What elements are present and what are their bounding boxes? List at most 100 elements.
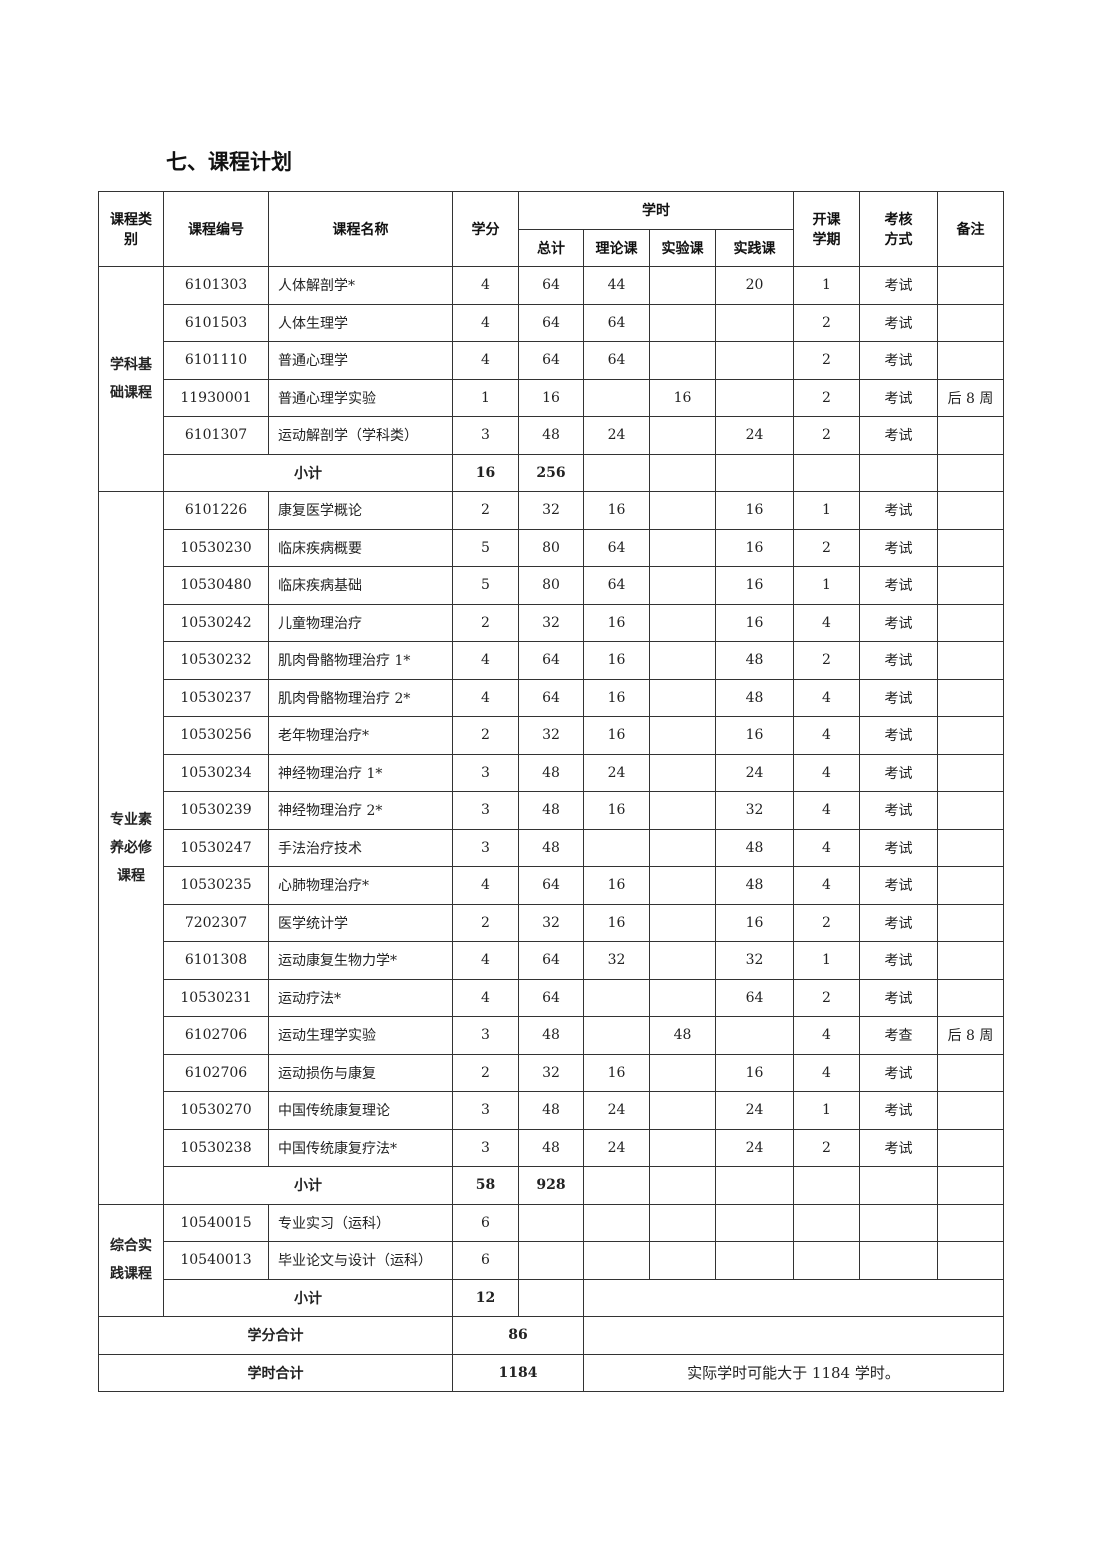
subtotal-label: 小计 [163, 1278, 453, 1317]
cell-assessment: 考试 [859, 303, 938, 342]
cell-theory: 32 [583, 941, 650, 980]
table-row: 学科基础课程 6101303 人体解剖学* 4 64 44 20 1 考试 [98, 266, 1004, 492]
hours-total-label: 学时合计 [98, 1353, 453, 1392]
cell-name: 运动生理学实验 [268, 1016, 453, 1055]
cell-remarks [937, 1241, 1004, 1280]
cell-total: 64 [518, 266, 584, 305]
cell-practice: 16 [715, 528, 794, 567]
cell-remarks [937, 716, 1004, 755]
cell-name: 中国传统康复理论 [268, 1091, 453, 1130]
cell-lab [649, 416, 716, 455]
header-subrow: 总计 理论课 实验课 实践课 [99, 228, 1004, 267]
cell-code: 10530480 [163, 566, 269, 605]
cell-code: 10530237 [163, 678, 269, 717]
header-category: 课程类别 [98, 191, 164, 267]
cell-assessment: 考试 [859, 566, 938, 605]
cell-remarks [937, 1091, 1004, 1130]
subtotal-row: 小计 58 928 [99, 1166, 1004, 1205]
cell-lab [649, 1241, 716, 1280]
cell-semester: 2 [793, 416, 860, 455]
cell-lab [649, 828, 716, 867]
cell-theory: 44 [583, 266, 650, 305]
cell-name: 普通心理学 [268, 341, 453, 380]
cell-remarks [937, 491, 1004, 530]
hours-total-value: 1184 [452, 1353, 584, 1392]
cell-lab [649, 566, 716, 605]
header-theory: 理论课 [583, 228, 650, 267]
cell-total: 32 [518, 491, 584, 530]
cell-name: 老年物理治疗* [268, 716, 453, 755]
category-label: 专业素养必修课程 [110, 811, 152, 884]
cell-code: 11930001 [163, 378, 269, 417]
credits-total-value: 86 [452, 1316, 584, 1355]
cell-assessment [859, 1241, 938, 1280]
subtotal-row: 小计 16 256 [99, 453, 1004, 492]
credits-total-row: 学分合计 86 [98, 1316, 1004, 1355]
cell-name: 心肺物理治疗* [268, 866, 453, 905]
cell-total: 48 [518, 753, 584, 792]
cell-credits: 4 [452, 678, 519, 717]
cell-total: 64 [518, 866, 584, 905]
cell-name: 中国传统康复疗法* [268, 1128, 453, 1167]
cell-lab: 16 [649, 378, 716, 417]
cell-credits: 2 [452, 716, 519, 755]
cell-semester: 4 [793, 678, 860, 717]
cell-code: 10530242 [163, 603, 269, 642]
cell-code: 6101303 [163, 266, 269, 305]
cell-lab [649, 603, 716, 642]
cell-assessment: 考试 [859, 678, 938, 717]
cell-credits: 3 [452, 753, 519, 792]
cell-lab [649, 341, 716, 380]
cell-code: 6102706 [163, 1016, 269, 1055]
cell-name: 运动康复生物力学* [268, 941, 453, 980]
cell-lab [649, 528, 716, 567]
cell-credits: 4 [452, 866, 519, 905]
header-semester: 开课学期 [793, 191, 860, 267]
subtotal-credits: 12 [452, 1278, 519, 1317]
cell-total: 32 [518, 903, 584, 942]
cell-total: 48 [518, 1128, 584, 1167]
cell-practice [715, 341, 794, 380]
cell-remarks [937, 416, 1004, 455]
subtotal-row: 小计 12 [99, 1278, 1004, 1317]
cell-total: 48 [518, 416, 584, 455]
cell-code: 7202307 [163, 903, 269, 942]
cell-theory: 64 [583, 566, 650, 605]
cell-semester: 2 [793, 1128, 860, 1167]
cell-credits: 6 [452, 1203, 519, 1242]
table-row: 10530237 肌肉骨骼物理治疗 2* 4 64 16 48 4 考试 [99, 678, 1004, 717]
cell-theory [583, 828, 650, 867]
cell-credits: 1 [452, 378, 519, 417]
cell-total: 32 [518, 1053, 584, 1092]
cell-theory: 16 [583, 791, 650, 830]
cell-practice: 48 [715, 678, 794, 717]
table-row: 10530242 儿童物理治疗 2 32 16 16 4 考试 [99, 603, 1004, 642]
cell-practice [715, 1241, 794, 1280]
cell-practice: 24 [715, 1091, 794, 1130]
table-row: 6102706 运动损伤与康复 2 32 16 16 4 考试 [99, 1053, 1004, 1092]
table-row: 10530256 老年物理治疗* 2 32 16 16 4 考试 [99, 716, 1004, 755]
table-row: 11930001 普通心理学实验 1 16 16 2 考试后 8 周 [99, 378, 1004, 417]
cell-theory [583, 978, 650, 1017]
cell-name: 运动解剖学（学科类） [268, 416, 453, 455]
subtotal-hours [518, 1278, 584, 1317]
cell-assessment: 考试 [859, 753, 938, 792]
cell-practice: 16 [715, 566, 794, 605]
table-row: 10530231 运动疗法* 4 64 64 2 考试 [99, 978, 1004, 1017]
cell-semester [793, 1241, 860, 1280]
cell-total: 64 [518, 341, 584, 380]
cell-total: 32 [518, 603, 584, 642]
subtotal-blank [793, 1166, 860, 1205]
subtotal-hours: 256 [518, 453, 584, 492]
cell-credits: 3 [452, 828, 519, 867]
category-cell: 专业素养必修课程 [98, 491, 164, 1205]
cell-lab [649, 1128, 716, 1167]
cell-semester: 4 [793, 1016, 860, 1055]
cell-semester: 1 [793, 266, 860, 305]
cell-assessment: 考试 [859, 1128, 938, 1167]
subtotal-blank [793, 453, 860, 492]
hours-total-row: 学时合计 1184 实际学时可能大于 1184 学时。 [98, 1353, 1004, 1392]
cell-semester: 4 [793, 866, 860, 905]
subtotal-blank [649, 1166, 716, 1205]
cell-semester: 1 [793, 1091, 860, 1130]
